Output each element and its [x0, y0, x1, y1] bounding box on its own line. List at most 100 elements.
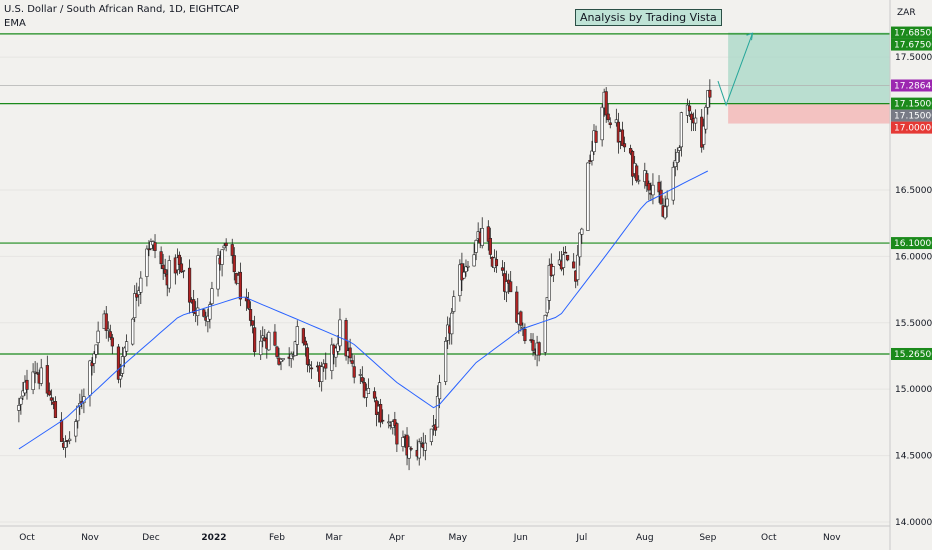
time-axis[interactable]: Oct Nov Dec 2022 Feb Mar Apr May Jun Jul Aug Sep Oct… — [0, 525, 890, 543]
candle-body — [586, 162, 590, 231]
candle-body — [704, 106, 708, 130]
price-tick-label: 17.50000 — [895, 53, 932, 63]
candle-body — [124, 341, 129, 352]
candle-body — [657, 181, 661, 193]
candle-body — [303, 340, 308, 346]
candle-body — [35, 372, 39, 374]
candle-body — [594, 130, 598, 143]
candle-body — [608, 122, 612, 125]
symbol-title[interactable]: U.S. Dollar / South African Rand, 1D, EI… — [4, 4, 240, 15]
candle-body — [673, 160, 677, 168]
candle-body — [348, 347, 352, 359]
candle-body — [450, 312, 454, 335]
price-tag — [891, 79, 932, 92]
indicator-label[interactable]: EMA — [4, 18, 26, 29]
candle-body — [279, 358, 283, 362]
candle-body — [551, 266, 555, 276]
candle-body — [362, 382, 366, 398]
candle-body — [267, 332, 271, 351]
candle-body — [324, 363, 328, 369]
candle-body — [706, 90, 710, 108]
candle-body — [531, 339, 535, 351]
candle-body — [462, 271, 466, 279]
price-tag-label: 17.68500 — [894, 29, 932, 39]
candle-body — [387, 421, 391, 424]
time-tick-label: Feb — [269, 533, 285, 543]
time-tick-label: Nov — [81, 533, 99, 543]
candle-body — [94, 344, 98, 355]
candle-body — [509, 281, 513, 293]
price-tag-label: 17.15000 — [894, 112, 932, 122]
candle-body — [122, 347, 127, 357]
candle-body — [545, 297, 549, 314]
candle-body — [253, 327, 257, 353]
time-tick-label: Aug — [636, 533, 654, 543]
candle-body — [519, 311, 523, 326]
candle-body — [250, 320, 255, 326]
candle-body — [216, 255, 220, 290]
time-tick-label: 2022 — [201, 533, 226, 543]
candle-body — [460, 263, 464, 281]
candle-body — [133, 293, 137, 319]
candle-body — [606, 113, 610, 121]
candle-body — [64, 441, 68, 448]
time-tick-label: Oct — [761, 533, 777, 543]
candle-body — [515, 291, 519, 323]
candle-body — [576, 254, 580, 281]
candle-body — [665, 198, 669, 207]
candle-body — [675, 151, 679, 163]
candle-body — [17, 405, 21, 411]
candle-body — [106, 328, 110, 331]
candle-body — [687, 105, 692, 112]
candle-body — [614, 119, 618, 124]
candle-body — [561, 254, 566, 268]
candle-body — [572, 261, 576, 269]
price-tag — [891, 121, 932, 134]
horizontal-levels[interactable] — [0, 33, 890, 355]
candle-body — [547, 265, 551, 301]
candle-body — [393, 419, 397, 426]
candle-body — [444, 340, 448, 382]
candle-body — [588, 160, 592, 162]
price-tag — [891, 109, 932, 122]
candle-body — [381, 419, 385, 422]
candle-body — [47, 390, 51, 396]
candle-body — [580, 228, 584, 235]
candle-body — [590, 150, 594, 161]
projection-arrow — [717, 32, 754, 107]
candle-body — [59, 419, 64, 442]
candle-body — [187, 267, 192, 303]
candle-body — [179, 263, 184, 273]
price-axis[interactable]: 14.00000 14.50000 15.00000 15.50000 16.00000… — [889, 0, 932, 550]
candle-body — [407, 446, 411, 459]
price-tag — [891, 38, 932, 51]
candle-body — [330, 344, 334, 371]
price-tag-label: 17.00000 — [894, 124, 932, 134]
candle-body — [505, 281, 509, 293]
currency-label: ZAR — [897, 8, 916, 18]
candle-body — [202, 309, 206, 317]
candle-body — [488, 238, 492, 255]
candle-body — [645, 173, 649, 187]
candle-body — [208, 304, 212, 320]
price-tag — [891, 26, 932, 39]
candle-body — [45, 365, 49, 394]
candle-body — [76, 405, 80, 422]
candle-body — [480, 228, 484, 246]
candle-body — [437, 382, 442, 400]
candle-body — [74, 421, 78, 437]
candle-body — [305, 347, 310, 365]
candle-body — [96, 330, 100, 344]
candle-body — [220, 249, 224, 265]
candle-body — [423, 442, 427, 451]
candle-body — [659, 189, 663, 205]
price-tick-label: 16.00000 — [895, 252, 932, 262]
price-tag — [891, 97, 932, 110]
candle-body — [210, 288, 214, 305]
price-tag-label: 17.67500 — [894, 41, 932, 51]
candle-body — [248, 309, 253, 321]
candle-body — [49, 397, 53, 401]
candle-body — [259, 340, 263, 356]
candle-body — [139, 277, 143, 293]
